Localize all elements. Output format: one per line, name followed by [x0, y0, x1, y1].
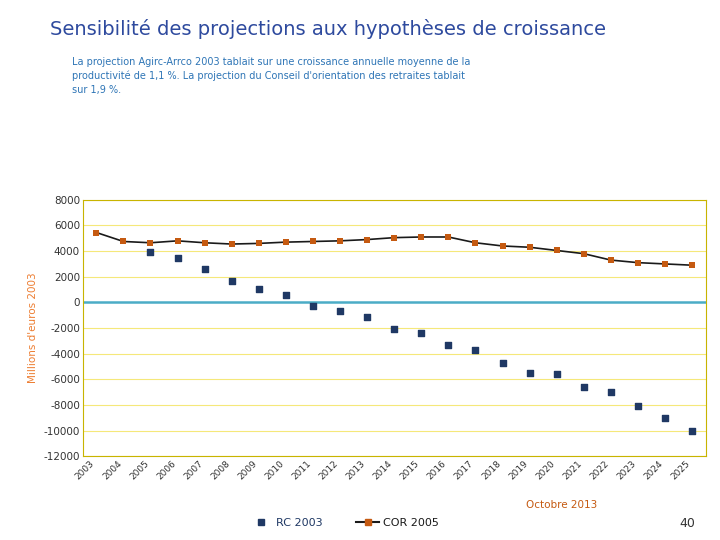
Point [226, 277, 238, 286]
Point [253, 285, 264, 293]
Point [307, 302, 319, 310]
Text: La projection Agirc-Arrco 2003 tablait sur une croissance annuelle moyenne de la: La projection Agirc-Arrco 2003 tablait s… [72, 57, 470, 96]
Point [361, 312, 373, 321]
Y-axis label: Millions d'euros 2003: Millions d'euros 2003 [28, 273, 38, 383]
Point [660, 414, 671, 422]
Point [551, 370, 562, 379]
Point [415, 329, 427, 338]
Point [334, 307, 346, 316]
Text: 40: 40 [679, 517, 695, 530]
Point [199, 265, 210, 273]
Point [524, 369, 536, 377]
Point [172, 254, 184, 262]
Text: Octobre 2013: Octobre 2013 [526, 500, 597, 510]
Text: Sensibilité des projections aux hypothèses de croissance: Sensibilité des projections aux hypothès… [50, 19, 606, 39]
Point [443, 340, 454, 349]
Point [145, 248, 156, 256]
Point [578, 383, 590, 391]
Point [605, 388, 616, 396]
Point [389, 325, 400, 334]
Point [632, 402, 644, 410]
Point [497, 359, 508, 367]
Point [469, 346, 481, 354]
Point [280, 291, 292, 299]
Legend: RC 2003, COR 2005: RC 2003, COR 2005 [246, 514, 444, 533]
Point [686, 427, 698, 435]
